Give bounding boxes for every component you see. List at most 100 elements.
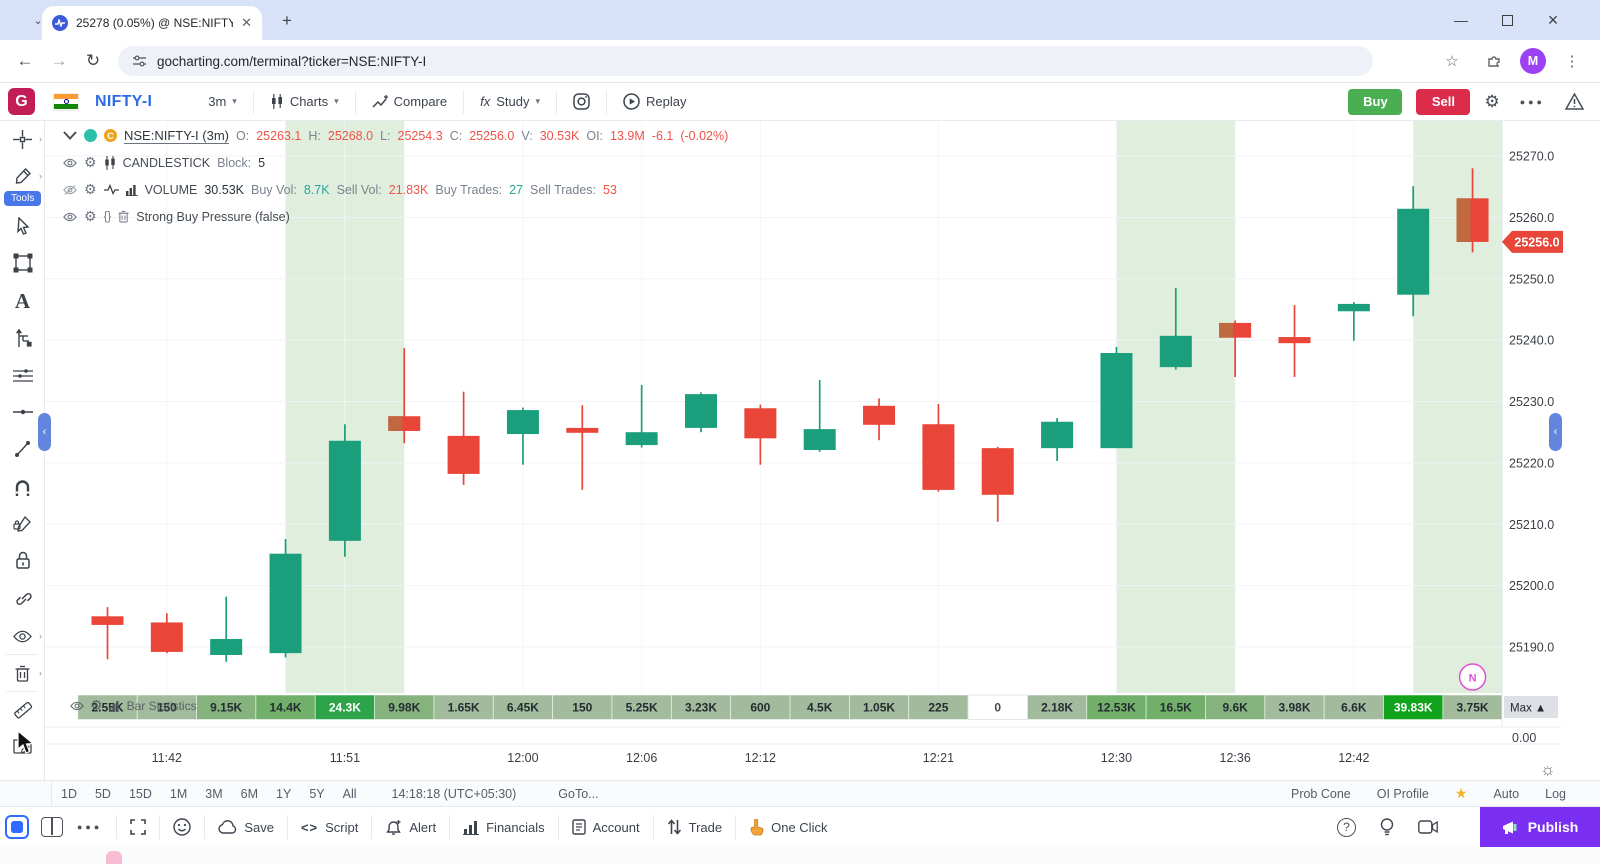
forward-button[interactable]: →: [50, 51, 68, 70]
shape-tool[interactable]: [0, 250, 45, 276]
range-all[interactable]: All: [342, 786, 357, 801]
text-tool[interactable]: A: [14, 288, 31, 313]
browser-menu-icon[interactable]: ⋮: [1564, 53, 1580, 70]
legend-symbol[interactable]: NSE:NIFTY-I (3m): [124, 127, 229, 144]
log-scale-toggle[interactable]: Log: [1545, 786, 1566, 801]
horizontal-line-tool[interactable]: [0, 399, 45, 425]
gear-icon[interactable]: ⚙: [84, 154, 97, 170]
eye-icon[interactable]: [63, 211, 77, 223]
time-axis-label: 11:42: [152, 751, 182, 765]
gear-icon[interactable]: ⚙: [84, 208, 97, 224]
favorite-star-icon[interactable]: ★: [1454, 785, 1468, 801]
visibility-tool[interactable]: ›: [0, 623, 45, 649]
range-6m[interactable]: 6M: [240, 786, 259, 801]
script-button[interactable]: <> Script: [300, 819, 359, 835]
news-badge[interactable]: [1458, 663, 1487, 691]
back-button[interactable]: ←: [16, 51, 34, 70]
browser-tab[interactable]: 25278 (0.05%) @ NSE:NIFTY-I ✕: [42, 6, 262, 40]
strategy-name[interactable]: Strong Buy Pressure (false): [136, 209, 290, 224]
gear-icon[interactable]: ⚙: [84, 181, 97, 197]
auto-scale-toggle[interactable]: Auto: [1493, 786, 1520, 801]
compare-button[interactable]: Compare: [354, 89, 463, 114]
right-panel-collapse-handle[interactable]: ‹: [1549, 413, 1562, 451]
gocharting-logo[interactable]: G: [8, 88, 35, 115]
layout-more-icon[interactable]: ●●●: [77, 822, 103, 832]
emoji-button[interactable]: [160, 814, 204, 840]
address-bar[interactable]: gocharting.com/terminal?ticker=NSE:NIFTY…: [118, 46, 1373, 76]
window-close-button[interactable]: ×: [1547, 9, 1559, 30]
position-tool[interactable]: [0, 325, 45, 351]
trend-line-tool[interactable]: [0, 436, 45, 462]
study-name[interactable]: CANDLESTICK: [122, 155, 211, 170]
range-5d[interactable]: 5D: [94, 786, 111, 801]
lock-drawings-tool[interactable]: [0, 511, 45, 537]
screenshot-button[interactable]: [556, 89, 606, 114]
range-3m[interactable]: 3M: [205, 786, 223, 801]
chart-area[interactable]: 25190.0 25200.0 25210.0 25220.0 25230.0 25240…: [38, 121, 1600, 780]
financials-button[interactable]: Financials: [450, 814, 558, 840]
publish-button[interactable]: Publish: [1480, 807, 1600, 847]
site-settings-icon[interactable]: [132, 54, 147, 68]
trade-button[interactable]: Trade: [654, 814, 735, 840]
clock-text[interactable]: 14:18:18 (UTC+05:30): [391, 786, 517, 801]
volume-axis-max-chip[interactable]: [1504, 696, 1558, 718]
alert-button[interactable]: Alert: [372, 814, 449, 840]
help-icon[interactable]: ?: [1337, 817, 1356, 837]
fullscreen-button[interactable]: [117, 814, 159, 840]
layout-split-button[interactable]: [41, 817, 63, 837]
buy-vol-value: 8.7K: [303, 182, 330, 197]
link-tool[interactable]: [0, 585, 45, 611]
goto-button[interactable]: GoTo...: [558, 786, 599, 801]
lock-tool[interactable]: [0, 547, 45, 573]
profile-avatar[interactable]: M: [1520, 48, 1546, 74]
window-minimize-button[interactable]: —: [1454, 12, 1468, 28]
collapse-chevron-icon[interactable]: [63, 131, 77, 140]
magnet-tool[interactable]: [0, 475, 45, 501]
idea-bulb-icon[interactable]: [1380, 818, 1394, 836]
settings-gear-icon[interactable]: ⚙: [1484, 91, 1500, 111]
account-button[interactable]: Account: [559, 814, 653, 840]
range-1m[interactable]: 1M: [169, 786, 188, 801]
brightness-icon[interactable]: ☼: [1540, 760, 1556, 779]
replay-button[interactable]: Replay: [606, 89, 702, 114]
eye-icon[interactable]: [70, 700, 84, 712]
charts-dropdown[interactable]: Charts ▾: [252, 89, 355, 114]
range-1y[interactable]: 1Y: [276, 786, 292, 801]
parallel-channel-tool[interactable]: [0, 363, 45, 389]
sell-button[interactable]: Sell: [1416, 88, 1471, 115]
symbol-title[interactable]: NIFTY-I: [95, 92, 153, 110]
cursor-tool[interactable]: [0, 213, 45, 239]
range-15d[interactable]: 15D: [128, 786, 152, 801]
range-5y[interactable]: 5Y: [309, 786, 325, 801]
save-button[interactable]: Save: [205, 814, 287, 840]
window-maximize-button[interactable]: [1484, 0, 1530, 40]
reload-button[interactable]: ↻: [85, 51, 101, 70]
buy-button[interactable]: Buy: [1348, 88, 1403, 115]
alerts-warning-icon[interactable]: [1565, 93, 1584, 110]
remove-drawings-tool[interactable]: ›: [0, 660, 45, 686]
range-1d[interactable]: 1D: [61, 786, 77, 801]
video-icon[interactable]: [1418, 820, 1438, 834]
eye-icon[interactable]: [63, 157, 77, 169]
crosshair-tool[interactable]: ›: [0, 126, 45, 152]
one-click-button[interactable]: One Click: [736, 814, 840, 840]
interval-dropdown[interactable]: 3m ▾: [208, 94, 237, 109]
new-tab-button[interactable]: +: [282, 11, 292, 30]
gear-icon[interactable]: ⚙: [90, 697, 103, 713]
prob-cone-button[interactable]: Prob Cone: [1290, 786, 1351, 801]
tab-search-chevron-icon[interactable]: ⌄: [33, 14, 43, 27]
tab-close-icon[interactable]: ✕: [241, 15, 252, 30]
trash-icon[interactable]: [118, 210, 129, 223]
measure-tool[interactable]: [0, 697, 45, 723]
oi-profile-button[interactable]: OI Profile: [1376, 786, 1429, 801]
extensions-icon[interactable]: [1478, 45, 1510, 77]
eye-off-icon[interactable]: [63, 184, 77, 196]
more-options-icon[interactable]: ●●●: [1519, 96, 1545, 107]
layout-single-button[interactable]: [5, 815, 29, 839]
study-dropdown[interactable]: fx Study ▾: [463, 89, 556, 114]
volume-cell-value: 600: [750, 701, 770, 715]
left-panel-collapse-handle[interactable]: ‹: [38, 413, 51, 451]
bookmark-star-icon[interactable]: ☆: [1445, 53, 1459, 70]
study-name[interactable]: VOLUME: [144, 182, 198, 197]
draw-tool[interactable]: ›: [0, 163, 45, 189]
